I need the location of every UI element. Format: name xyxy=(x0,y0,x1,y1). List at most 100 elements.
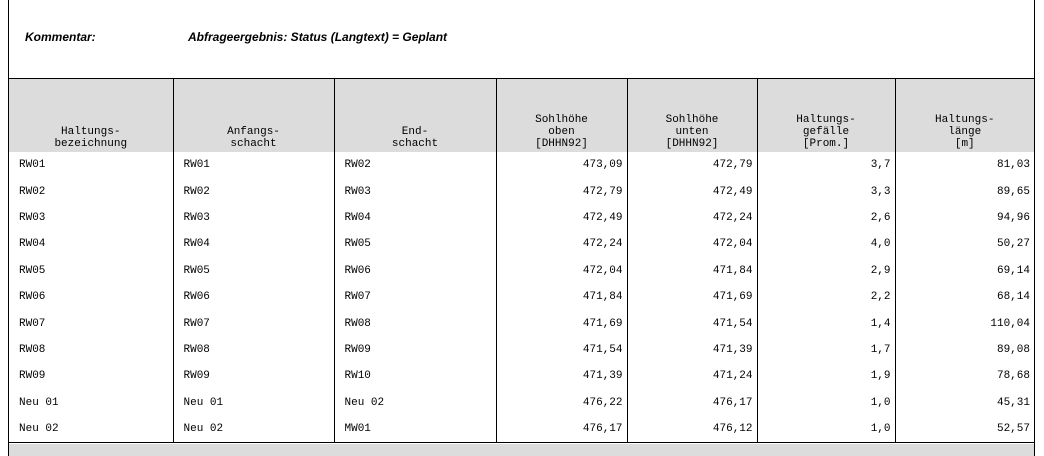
cell-anfangsschacht: Neu 01 xyxy=(172,389,335,416)
cell-endschacht: Neu 02 xyxy=(333,389,497,416)
header-sohlhoehe-oben: Sohlhöhe oben [DHHN92] xyxy=(495,79,628,152)
cell-laenge: 68,14 xyxy=(894,283,1034,311)
cell-gefaelle: 3,3 xyxy=(756,178,896,205)
table-row: RW01 RW01 RW02 473,09 472,79 3,7 81,03 xyxy=(9,152,1034,179)
cell-sohle-oben: 471,84 xyxy=(495,283,628,311)
table-row: RW02 RW02 RW03 472,79 472,49 3,3 89,65 xyxy=(9,178,1034,205)
table-header-row: Haltungs- bezeichnung Anfangs- schacht E… xyxy=(9,79,1034,152)
cell-anfangsschacht: RW01 xyxy=(172,152,335,179)
table-row: RW07 RW07 RW08 471,69 471,54 1,4 110,04 xyxy=(9,310,1034,337)
cell-endschacht: RW07 xyxy=(333,283,497,311)
table-row: RW09 RW09 RW10 471,39 471,24 1,9 78,68 xyxy=(9,363,1034,390)
cell-sohle-oben: 472,79 xyxy=(495,178,628,205)
cell-sohle-oben: 472,04 xyxy=(495,257,628,284)
cell-endschacht: MW01 xyxy=(333,415,497,443)
cell-gefaelle: 1,0 xyxy=(756,389,896,416)
table-row: RW04 RW04 RW05 472,24 472,04 4,0 50,27 xyxy=(9,231,1034,258)
cell-anfangsschacht: RW02 xyxy=(172,178,335,205)
header-endschacht: End- schacht xyxy=(333,79,497,152)
cell-laenge: 89,65 xyxy=(894,178,1034,205)
cell-laenge: 81,03 xyxy=(894,152,1034,179)
comment-value: Abfrageergebnis: Status (Langtext) = Gep… xyxy=(188,30,448,44)
cell-anfangsschacht: RW03 xyxy=(172,204,335,232)
cell-endschacht: RW10 xyxy=(333,363,497,390)
cell-sohle-oben: 471,54 xyxy=(495,336,628,364)
cell-sohle-oben: 471,69 xyxy=(495,310,628,337)
header-haltungslaenge: Haltungs- länge [m] xyxy=(894,79,1034,152)
cell-gefaelle: 4,0 xyxy=(756,231,896,258)
cell-laenge: 52,57 xyxy=(894,415,1034,443)
cell-haltung: Neu 02 xyxy=(9,415,174,443)
cell-gefaelle: 3,7 xyxy=(756,152,896,179)
cell-sohle-unten: 471,69 xyxy=(626,283,758,311)
comment-label: Kommentar: xyxy=(25,30,96,44)
cell-sohle-unten: 472,24 xyxy=(626,204,758,232)
table-row: RW06 RW06 RW07 471,84 471,69 2,2 68,14 xyxy=(9,283,1034,311)
header-sohlhoehe-unten: Sohlhöhe unten [DHHN92] xyxy=(626,79,758,152)
table-row: RW05 RW05 RW06 472,04 471,84 2,9 69,14 xyxy=(9,257,1034,284)
cell-endschacht: RW06 xyxy=(333,257,497,284)
cell-haltung: RW03 xyxy=(9,204,174,232)
cell-gefaelle: 1,0 xyxy=(756,415,896,443)
table-row: RW03 RW03 RW04 472,49 472,24 2,6 94,96 xyxy=(9,204,1034,232)
cell-laenge: 89,08 xyxy=(894,336,1034,364)
cell-endschacht: RW02 xyxy=(333,152,497,179)
comment-row: Kommentar: Abfrageergebnis: Status (Lang… xyxy=(9,0,1034,79)
cell-anfangsschacht: RW06 xyxy=(172,283,335,311)
cell-gefaelle: 2,9 xyxy=(756,257,896,284)
cell-gefaelle: 2,6 xyxy=(756,204,896,232)
cell-laenge: 78,68 xyxy=(894,363,1034,390)
cell-endschacht: RW05 xyxy=(333,231,497,258)
cell-gefaelle: 1,4 xyxy=(756,310,896,337)
results-table-wrap: Haltungs- bezeichnung Anfangs- schacht E… xyxy=(9,79,1034,443)
cell-sohle-oben: 472,49 xyxy=(495,204,628,232)
cell-anfangsschacht: Neu 02 xyxy=(172,415,335,443)
footer-band xyxy=(9,444,1034,456)
cell-haltung: RW07 xyxy=(9,310,174,337)
table-body: RW01 RW01 RW02 473,09 472,79 3,7 81,03 RW02 RW02… xyxy=(9,152,1034,443)
cell-sohle-unten: 476,12 xyxy=(626,415,758,443)
header-haltungsgefaelle: Haltungs- gefälle [Prom.] xyxy=(756,79,896,152)
table-row: RW08 RW08 RW09 471,54 471,39 1,7 89,08 xyxy=(9,336,1034,364)
cell-haltung: RW05 xyxy=(9,257,174,284)
cell-sohle-unten: 472,04 xyxy=(626,231,758,258)
table-row: Neu 02 Neu 02 MW01 476,17 476,12 1,0 52,57 xyxy=(9,415,1034,443)
cell-sohle-unten: 476,17 xyxy=(626,389,758,416)
cell-haltung: Neu 01 xyxy=(9,389,174,416)
cell-anfangsschacht: RW09 xyxy=(172,363,335,390)
report-frame: Kommentar: Abfrageergebnis: Status (Lang… xyxy=(8,0,1035,456)
cell-laenge: 110,04 xyxy=(894,310,1034,337)
cell-sohle-oben: 471,39 xyxy=(495,363,628,390)
cell-sohle-oben: 472,24 xyxy=(495,231,628,258)
cell-endschacht: RW08 xyxy=(333,310,497,337)
cell-laenge: 45,31 xyxy=(894,389,1034,416)
cell-laenge: 69,14 xyxy=(894,257,1034,284)
cell-sohle-oben: 476,17 xyxy=(495,415,628,443)
cell-sohle-oben: 473,09 xyxy=(495,152,628,179)
cell-sohle-unten: 471,39 xyxy=(626,336,758,364)
table-row: Neu 01 Neu 01 Neu 02 476,22 476,17 1,0 45,31 xyxy=(9,389,1034,416)
cell-haltung: RW01 xyxy=(9,152,174,179)
cell-gefaelle: 1,9 xyxy=(756,363,896,390)
cell-gefaelle: 1,7 xyxy=(756,336,896,364)
cell-anfangsschacht: RW07 xyxy=(172,310,335,337)
cell-haltung: RW02 xyxy=(9,178,174,205)
cell-haltung: RW09 xyxy=(9,363,174,390)
cell-haltung: RW06 xyxy=(9,283,174,311)
cell-laenge: 94,96 xyxy=(894,204,1034,232)
cell-anfangsschacht: RW05 xyxy=(172,257,335,284)
cell-laenge: 50,27 xyxy=(894,231,1034,258)
cell-endschacht: RW04 xyxy=(333,204,497,232)
cell-anfangsschacht: RW08 xyxy=(172,336,335,364)
cell-endschacht: RW09 xyxy=(333,336,497,364)
cell-endschacht: RW03 xyxy=(333,178,497,205)
results-table: Haltungs- bezeichnung Anfangs- schacht E… xyxy=(9,79,1034,443)
cell-sohle-oben: 476,22 xyxy=(495,389,628,416)
header-anfangsschacht: Anfangs- schacht xyxy=(172,79,335,152)
cell-sohle-unten: 472,49 xyxy=(626,178,758,205)
cell-anfangsschacht: RW04 xyxy=(172,231,335,258)
header-haltungsbezeichnung: Haltungs- bezeichnung xyxy=(9,79,174,152)
cell-haltung: RW04 xyxy=(9,231,174,258)
cell-sohle-unten: 472,79 xyxy=(626,152,758,179)
cell-sohle-unten: 471,54 xyxy=(626,310,758,337)
